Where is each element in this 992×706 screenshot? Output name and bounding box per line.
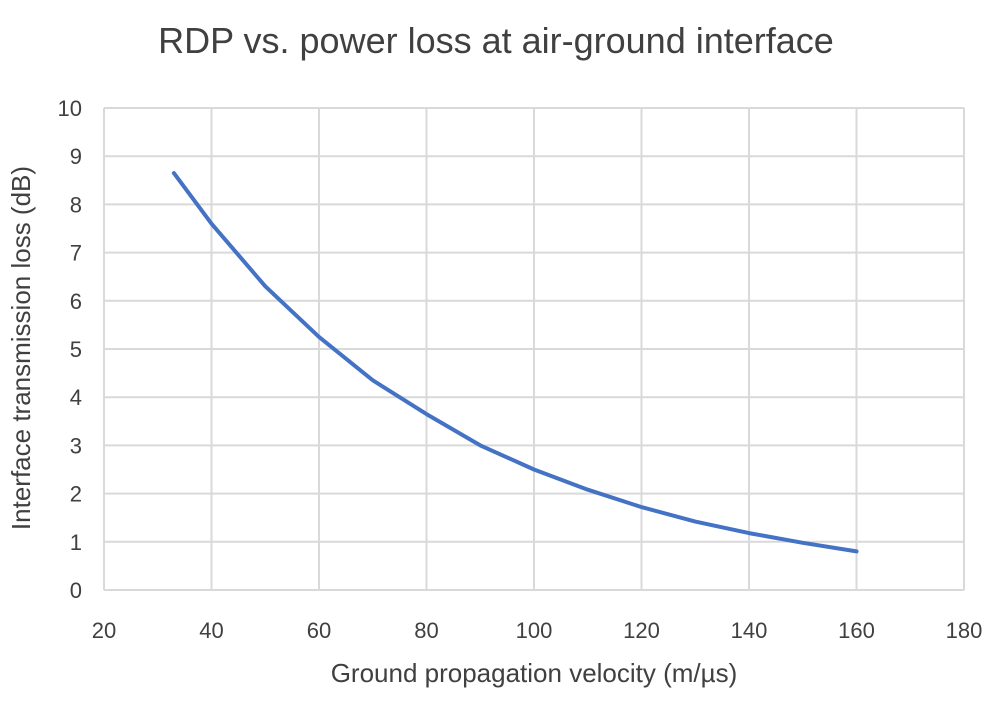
y-tick-label-4: 4	[70, 385, 82, 410]
gridlines	[103, 107, 965, 591]
x-tick-label-1: 40	[199, 618, 223, 643]
x-axis-label: Ground propagation velocity (m/µs)	[330, 658, 738, 688]
y-tick-label-6: 6	[70, 289, 82, 314]
y-tick-label-5: 5	[70, 337, 82, 362]
y-axis-ticks: 0 1 2 3 4 5 6 7 8 9 10	[58, 96, 82, 603]
y-tick-label-1: 1	[70, 530, 82, 555]
y-tick-label-0: 0	[70, 578, 82, 603]
x-tick-label-4: 100	[516, 618, 553, 643]
y-tick-label-7: 7	[70, 241, 82, 266]
y-tick-label-8: 8	[70, 192, 82, 217]
x-tick-label-6: 140	[731, 618, 768, 643]
x-tick-label-2: 60	[307, 618, 331, 643]
x-tick-label-5: 120	[623, 618, 660, 643]
x-axis-ticks: 20 40 60 80 100 120 140 160 180	[92, 618, 983, 643]
y-tick-label-3: 3	[70, 433, 82, 458]
x-tick-label-3: 80	[414, 618, 438, 643]
y-axis-label: Interface transmission loss (dB)	[6, 165, 36, 531]
chart-title: RDP vs. power loss at air-ground interfa…	[158, 20, 834, 61]
y-tick-label-9: 9	[70, 144, 82, 169]
x-tick-label-7: 160	[838, 618, 875, 643]
series-line-0	[171, 171, 859, 554]
x-tick-label-8: 180	[946, 618, 983, 643]
y-tick-label-10: 10	[58, 96, 82, 121]
x-tick-label-0: 20	[92, 618, 116, 643]
y-tick-label-2: 2	[70, 482, 82, 507]
series-group	[171, 171, 859, 554]
